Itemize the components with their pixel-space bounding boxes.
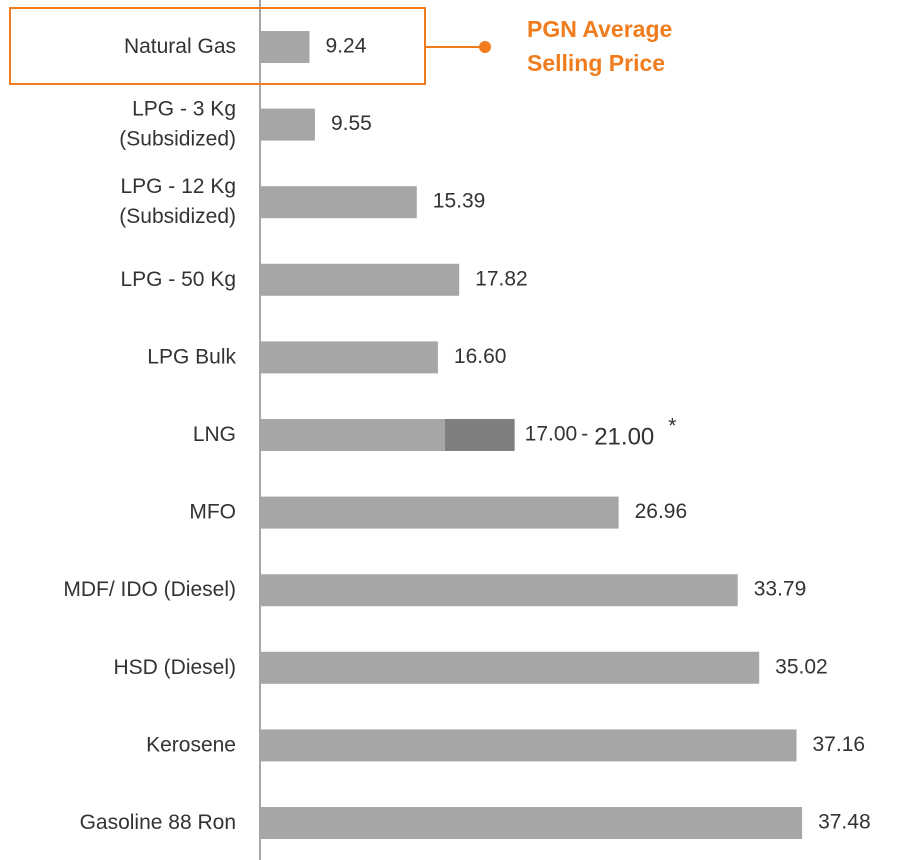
value-label: 26.96 [635, 500, 688, 523]
value-label: 35.02 [775, 655, 828, 678]
bar [260, 729, 797, 762]
y-tick-label: LPG - 3 Kg (Subsidized) [119, 97, 236, 150]
y-tick-label: MFO [189, 500, 236, 523]
bar [260, 651, 760, 684]
bar [260, 419, 445, 451]
footnote-mark: * [668, 415, 676, 438]
bar [260, 186, 417, 219]
bar [260, 108, 315, 141]
value-label: 9.55 [331, 112, 372, 135]
y-tick-label: Gasoline 88 Ron [80, 811, 236, 834]
value-label: 33.79 [754, 578, 807, 601]
value-label: 21.00 [594, 423, 654, 450]
value-label: 37.16 [813, 733, 866, 756]
value-label: 17.00 [525, 423, 578, 446]
value-label: 9.24 [326, 35, 367, 58]
y-tick-label: Kerosene [146, 733, 236, 756]
y-tick-label: LPG - 12 Kg (Subsidized) [119, 175, 236, 228]
bar [260, 496, 619, 529]
y-tick-label: LPG - 50 Kg [120, 267, 236, 290]
bar [260, 807, 803, 839]
bar [260, 263, 460, 296]
bar [260, 574, 738, 607]
value-label: 17.82 [475, 267, 528, 290]
bar [260, 31, 310, 63]
value-label: 37.48 [818, 811, 871, 834]
y-tick-label: MDF/ IDO (Diesel) [63, 578, 236, 601]
annotation: PGN Average Selling Price [527, 16, 672, 76]
value-label: 15.39 [433, 190, 486, 213]
bar [260, 341, 438, 374]
range-bar [444, 419, 515, 451]
y-tick-label: LNG [193, 423, 236, 446]
y-tick-label: HSD (Diesel) [113, 655, 236, 678]
range-separator: - [581, 423, 588, 446]
callout-dot [479, 41, 491, 53]
y-tick-label: LPG Bulk [147, 345, 236, 368]
y-tick-label: Natural Gas [124, 35, 236, 58]
value-label: 16.60 [454, 345, 507, 368]
